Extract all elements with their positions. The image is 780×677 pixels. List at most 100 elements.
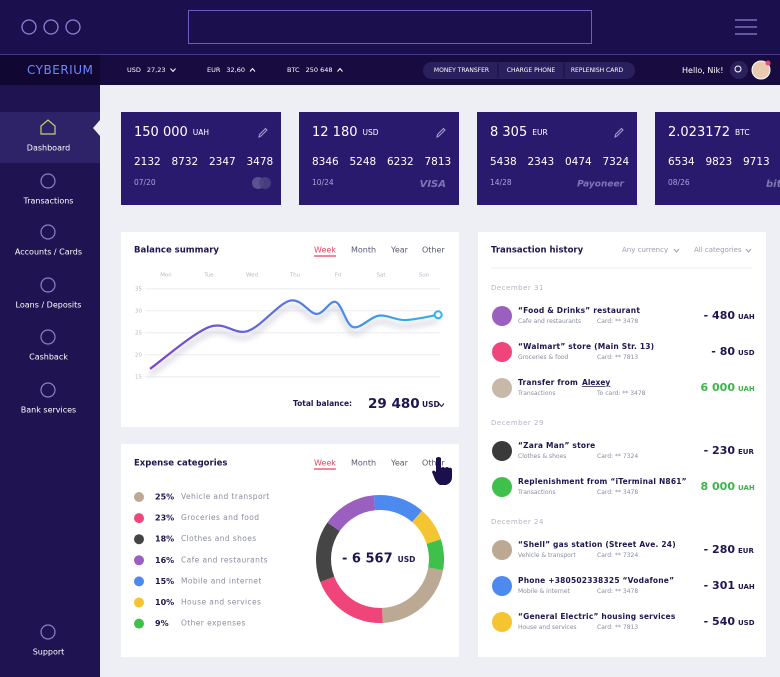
action-button[interactable]: REPLENISH CARD (571, 67, 624, 74)
card-number: 2343 (528, 156, 555, 168)
transaction-icon (492, 306, 512, 326)
tab[interactable]: Other (422, 459, 445, 468)
nav-bar (0, 55, 780, 85)
card[interactable] (477, 112, 637, 205)
card[interactable] (121, 112, 281, 205)
card-brand: bitcoin (766, 179, 780, 190)
tab[interactable]: Year (390, 246, 409, 255)
center-value: - 6 567 (342, 552, 393, 567)
transaction-title[interactable]: “Food & Drinks” restaurant (518, 306, 640, 315)
tab[interactable]: Month (351, 246, 376, 255)
card-number: 7324 (603, 156, 630, 168)
transaction-icon (492, 378, 512, 398)
transaction-category: Transactions (517, 489, 555, 496)
transaction-card: Card: ** 3478 (597, 588, 638, 595)
transaction-title[interactable]: “Zara Man” store (518, 441, 595, 450)
card-currency: UAH (193, 128, 209, 137)
sidebar-icon (40, 329, 56, 345)
legend-value: 18% (155, 535, 174, 544)
donut-segment (426, 539, 444, 571)
transaction-category: Transactions (517, 390, 555, 397)
legend-label: Vehicle and transport (181, 492, 270, 501)
donut-segment (327, 495, 376, 532)
sidebar-icon (40, 119, 56, 135)
panel-title: Expense categories (134, 459, 227, 469)
chevron (249, 67, 256, 72)
transaction-amount: - 480 (704, 309, 736, 322)
transaction-amount: 6 000 (701, 381, 736, 394)
x-tick-label: Tue (203, 273, 214, 279)
transaction-category: House and services (518, 624, 577, 631)
total-value: 29 480 (368, 396, 420, 412)
legend-dot (134, 555, 144, 566)
sidebar-support[interactable]: Support (33, 648, 65, 657)
transaction-category: Vehicle & transport (518, 552, 576, 559)
transaction-icon (492, 342, 512, 362)
avatar[interactable] (751, 60, 771, 80)
tab[interactable]: Year (390, 459, 409, 468)
total-currency[interactable]: USD (422, 400, 440, 409)
transaction-title[interactable]: Transfer from (518, 378, 578, 387)
card-number: 2347 (209, 156, 236, 168)
tab[interactable]: Week (314, 246, 336, 255)
address-bar[interactable] (188, 10, 592, 44)
sidebar-icon (40, 224, 56, 240)
search-icon (734, 65, 742, 73)
action-button[interactable]: CHARGE PHONE (507, 67, 556, 74)
card-expiry: 10/24 (312, 178, 334, 187)
card-brand: VISA (420, 179, 446, 190)
tab[interactable]: Other (422, 246, 445, 255)
card-amount: 2.023172 (668, 125, 730, 140)
card-number: 9713 (743, 156, 770, 168)
card-number: 9823 (706, 156, 733, 168)
edit-icon[interactable] (258, 127, 268, 138)
chevron (673, 248, 680, 253)
sidebar-item[interactable]: Cashback (29, 353, 68, 362)
transaction-title[interactable]: “Shell” gas station (Street Ave. 24) (518, 540, 676, 549)
end-point (433, 310, 443, 320)
sidebar-item[interactable]: Bank services (21, 406, 76, 415)
window-dot (65, 19, 81, 35)
rate-code: EUR (207, 66, 221, 74)
transaction-title[interactable]: “General Electric” housing services (518, 612, 676, 621)
tab[interactable]: Week (314, 459, 336, 468)
transaction-currency: EUR (738, 448, 754, 456)
edit-icon[interactable] (614, 127, 624, 138)
sidebar-icon (40, 382, 56, 398)
sidebar-item[interactable]: Dashboard (27, 144, 70, 153)
rate-code: BTC (287, 66, 300, 74)
action-button[interactable]: MONEY TRANSFER (434, 67, 489, 74)
x-tick-label: Thu (289, 273, 300, 279)
transaction-card: Card: ** 3478 (597, 318, 638, 325)
center-currency[interactable]: USD (398, 555, 416, 564)
donut-segment (316, 522, 340, 582)
sidebar-item[interactable]: Accounts / Cards (15, 248, 82, 257)
greeting: Hello, Nik! (682, 66, 723, 75)
transaction-link[interactable]: Alexey (582, 378, 610, 387)
transaction-title[interactable]: Replenishment from “iTerminal N861” (518, 477, 687, 486)
sidebar-item[interactable]: Transactions (23, 197, 74, 206)
transaction-title[interactable]: Phone +380502338325 “Vodafone” (518, 576, 674, 585)
chevron (337, 67, 343, 72)
chevron (170, 68, 176, 73)
sidebar-active (0, 112, 100, 163)
card-currency: BTC (735, 128, 750, 137)
card-brand-logo (259, 177, 271, 189)
y-tick-label: 35 (135, 286, 142, 292)
tab[interactable]: Month (351, 459, 376, 468)
donut-segment (412, 510, 441, 544)
filter[interactable]: All categories (694, 246, 742, 254)
edit-icon[interactable] (436, 127, 446, 138)
transaction-title[interactable]: “Walmart” store (Main Str. 13) (518, 342, 654, 351)
window-bar (0, 0, 780, 55)
card[interactable] (299, 112, 459, 205)
search-button[interactable] (730, 61, 748, 79)
x-tick-label: Sat (376, 273, 386, 279)
transaction-card: To card: ** 3478 (596, 390, 646, 397)
rate-code: USD (127, 66, 141, 74)
filter[interactable]: Any currency (622, 246, 668, 254)
card[interactable] (655, 112, 780, 205)
sidebar-item[interactable]: Loans / Deposits (16, 301, 82, 310)
legend-label: Cafe and restaurants (181, 555, 268, 564)
sidebar-icon (40, 173, 56, 189)
